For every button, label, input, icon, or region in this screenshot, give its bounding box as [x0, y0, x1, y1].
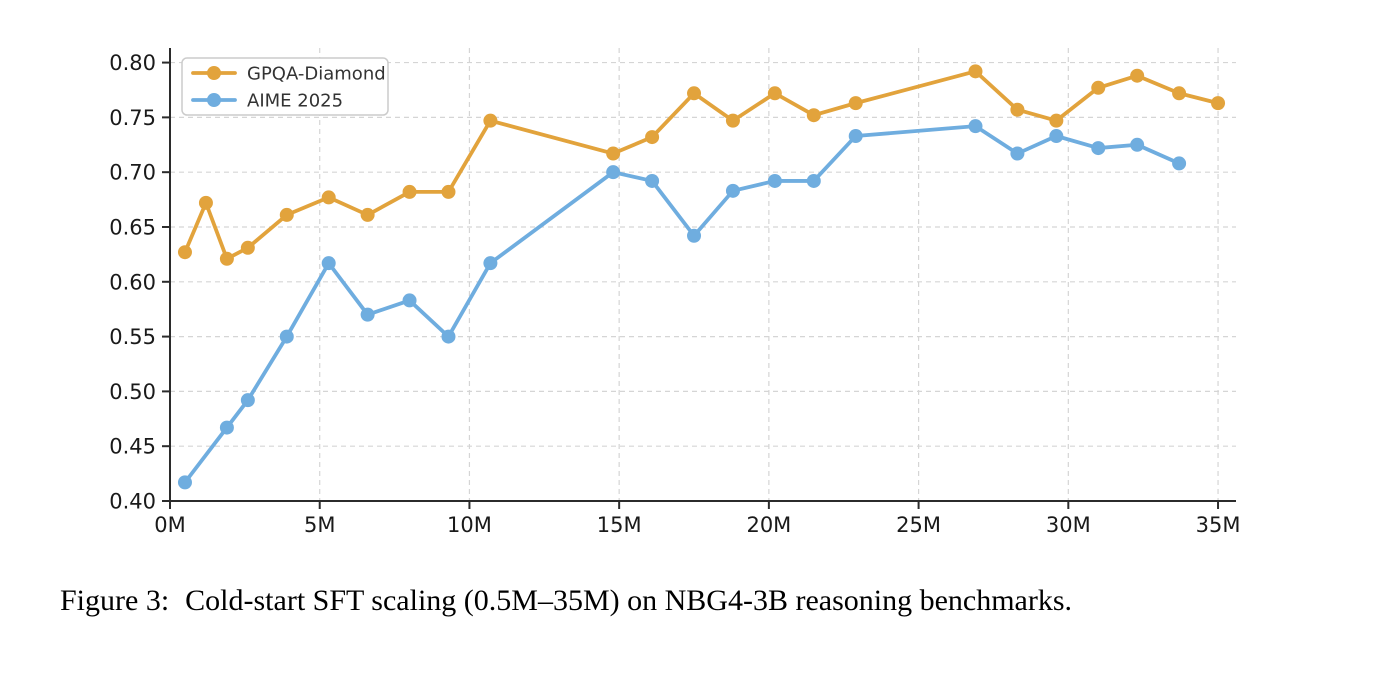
gpqa-diamond-line — [183, 69, 1220, 261]
y-tick-label: 0.65 — [109, 215, 156, 239]
legend-label-aime-2025: AIME 2025 — [247, 91, 343, 112]
aime-2025-point — [767, 173, 782, 188]
y-tick-label: 0.40 — [109, 490, 156, 514]
gpqa-diamond-point — [219, 251, 234, 266]
x-tick-label: 35M — [1196, 513, 1241, 537]
x-tick-label: 5M — [304, 513, 335, 537]
gpqa-diamond-point — [1172, 86, 1187, 101]
x-tick-label: 10M — [447, 513, 492, 537]
aime-2025-point — [687, 228, 702, 243]
y-tick-label: 0.60 — [109, 270, 156, 294]
aime-2025-point — [848, 129, 863, 144]
gpqa-diamond-point — [848, 96, 863, 111]
aime-2025-point — [219, 420, 234, 435]
aime-2025-point — [483, 256, 498, 271]
gpqa-diamond-point — [806, 108, 821, 123]
aime-2025-point — [1049, 129, 1064, 144]
gpqa-diamond-point — [177, 245, 192, 260]
gpqa-diamond-point — [1010, 102, 1025, 117]
x-axis: 0M 5M 10M 15M 20M 25M 30M 35M — [154, 501, 1240, 537]
aime-2025-point — [725, 183, 740, 198]
gpqa-diamond-point — [321, 190, 336, 205]
gpqa-diamond-point — [606, 146, 621, 161]
aime-2025-point — [177, 475, 192, 490]
gpqa-diamond-point — [198, 195, 213, 210]
aime-2025-point — [402, 293, 417, 308]
aime-2025-point — [606, 165, 621, 180]
line-chart: 0M 5M 10M 15M 20M 25M 30M 35M 0.40 0.45 0.50 0.55 0.… — [109, 48, 1240, 537]
y-tick-label: 0.45 — [109, 435, 156, 459]
gpqa-diamond-markers — [177, 64, 1226, 266]
gridlines — [170, 48, 1236, 501]
gpqa-diamond-point — [441, 184, 456, 199]
gpqa-diamond-point — [360, 207, 375, 222]
y-tick-label: 0.75 — [109, 106, 156, 130]
aime-2025-point — [645, 173, 660, 188]
y-tick-label: 0.50 — [109, 380, 156, 404]
gpqa-diamond-point — [1211, 96, 1226, 111]
aime-2025-point — [240, 393, 255, 408]
gpqa-diamond-point — [402, 184, 417, 199]
gpqa-diamond-point — [968, 64, 983, 79]
figure-caption-label: Figure 3: — [60, 584, 170, 617]
legend: GPQA-Diamond AIME 2025 — [181, 57, 389, 116]
x-tick-label: 30M — [1046, 513, 1091, 537]
x-tick-label: 25M — [896, 513, 941, 537]
gpqa-diamond-point — [483, 113, 498, 128]
y-tick-label: 0.55 — [109, 325, 156, 349]
benchmark-scaling-chart: 0M 5M 10M 15M 20M 25M 30M 35M0.400.450.500.550.… — [109, 48, 1240, 537]
aime-2025-point — [321, 256, 336, 271]
gpqa-diamond-point — [1130, 68, 1145, 83]
aime-2025-point — [968, 119, 983, 134]
figure-caption: Figure 3: Cold-start SFT scaling (0.5M–35… — [60, 582, 1350, 620]
y-tick-label: 0.70 — [109, 161, 156, 185]
y-axis: 0.40 0.45 0.50 0.55 0.60 0.65 0.70 0.75 0.80 — [109, 51, 170, 514]
gpqa-diamond-point — [240, 240, 255, 255]
aime-2025-point — [1010, 146, 1025, 161]
gpqa-diamond-point — [1091, 80, 1106, 95]
aime-2025-point — [441, 329, 456, 344]
x-tick-label: 20M — [746, 513, 791, 537]
gpqa-diamond-point — [1049, 113, 1064, 128]
aime-2025-point — [1130, 137, 1145, 152]
gpqa-diamond-point — [767, 86, 782, 101]
gpqa-diamond-point — [645, 130, 660, 145]
gpqa-diamond-point — [687, 86, 702, 101]
legend-label-gpqa-diamond: GPQA-Diamond — [247, 64, 386, 85]
legend-sample-marker-gpqa-diamond — [207, 66, 221, 80]
aime-2025-point — [1091, 141, 1106, 156]
aime-2025-line — [183, 124, 1182, 485]
aime-2025-point — [806, 173, 821, 188]
y-tick-label: 0.80 — [109, 51, 156, 75]
aime-2025-markers — [177, 119, 1187, 490]
x-tick-label: 0M — [154, 513, 185, 537]
legend-sample-marker-aime-2025 — [207, 93, 221, 107]
x-tick-label: 15M — [597, 513, 642, 537]
aime-2025-point — [360, 307, 375, 322]
figure-caption-text: Cold-start SFT scaling (0.5M–35M) on NBG… — [185, 584, 1073, 617]
gpqa-diamond-point — [279, 207, 294, 222]
aime-2025-point — [1172, 156, 1187, 171]
aime-2025-point — [279, 329, 294, 344]
gpqa-diamond-point — [725, 113, 740, 128]
